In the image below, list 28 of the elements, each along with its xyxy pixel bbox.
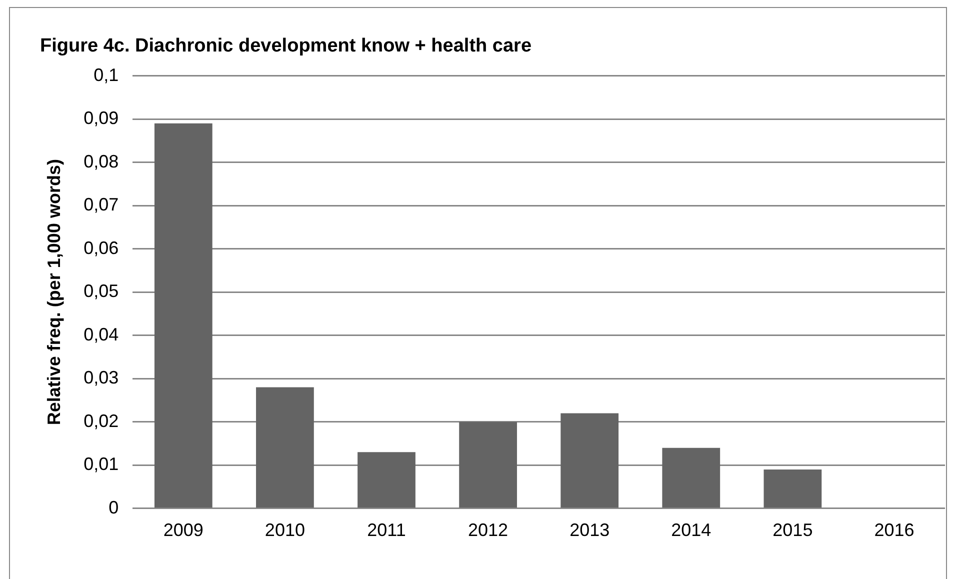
chart-title: Figure 4c. Diachronic development know + health care [40, 36, 532, 57]
y-tick-label: 0,04 [84, 324, 119, 344]
bar [154, 123, 212, 508]
x-tick-label: 2010 [264, 520, 305, 540]
y-axis-title: Relative freq. (per 1,000 words) [44, 159, 64, 426]
y-tick-label: 0,01 [84, 454, 119, 474]
x-tick-label: 2015 [772, 520, 813, 540]
x-tick-label: 2013 [570, 520, 610, 540]
y-tick-label: 0,09 [84, 108, 119, 128]
bar [662, 448, 720, 508]
bar [256, 387, 314, 508]
bar [459, 422, 517, 508]
x-tick-label: 2011 [367, 520, 406, 540]
y-tick-label: 0,06 [84, 238, 119, 258]
x-tick-label: 2014 [671, 520, 712, 540]
y-tick-label: 0,07 [84, 194, 119, 215]
y-tick-label: 0,08 [84, 151, 119, 172]
x-tick-label: 2012 [468, 520, 508, 540]
y-tick-label: 0,02 [84, 410, 119, 431]
y-tick-label: 0 [108, 497, 119, 518]
bar [560, 413, 619, 508]
bar [764, 469, 822, 508]
y-tick-label: 0,05 [84, 281, 119, 302]
bar [358, 452, 416, 508]
x-tick-label: 2016 [874, 520, 914, 540]
y-tick-label: 0,1 [94, 64, 119, 85]
y-tick-label: 0,03 [84, 368, 119, 388]
x-tick-label: 2009 [163, 520, 204, 540]
